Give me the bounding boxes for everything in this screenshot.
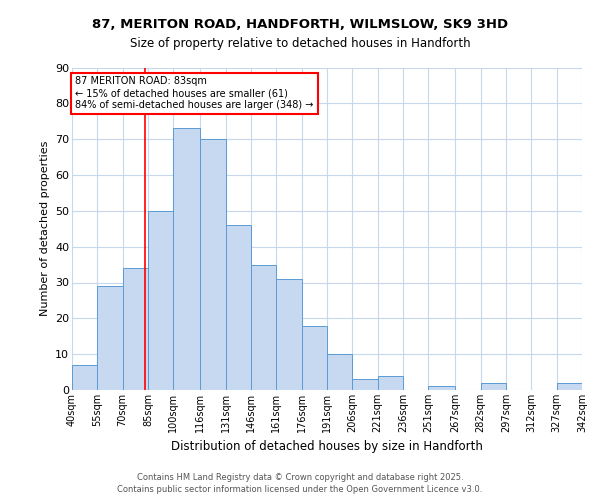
- Text: 87 MERITON ROAD: 83sqm
← 15% of detached houses are smaller (61)
84% of semi-det: 87 MERITON ROAD: 83sqm ← 15% of detached…: [76, 76, 314, 110]
- Bar: [428, 386, 455, 390]
- Bar: [302, 326, 327, 390]
- Y-axis label: Number of detached properties: Number of detached properties: [40, 141, 50, 316]
- Bar: [226, 225, 251, 390]
- Bar: [557, 383, 582, 390]
- Bar: [97, 286, 122, 390]
- Text: Size of property relative to detached houses in Handforth: Size of property relative to detached ho…: [130, 38, 470, 51]
- X-axis label: Distribution of detached houses by size in Handforth: Distribution of detached houses by size …: [171, 440, 483, 454]
- Text: Contains HM Land Registry data © Crown copyright and database right 2025.: Contains HM Land Registry data © Crown c…: [137, 472, 463, 482]
- Bar: [122, 268, 148, 390]
- Bar: [377, 376, 403, 390]
- Bar: [277, 279, 302, 390]
- Text: Contains public sector information licensed under the Open Government Licence v3: Contains public sector information licen…: [118, 485, 482, 494]
- Bar: [352, 380, 377, 390]
- Bar: [173, 128, 200, 390]
- Bar: [481, 383, 506, 390]
- Bar: [72, 365, 97, 390]
- Bar: [327, 354, 352, 390]
- Bar: [200, 139, 226, 390]
- Text: 87, MERITON ROAD, HANDFORTH, WILMSLOW, SK9 3HD: 87, MERITON ROAD, HANDFORTH, WILMSLOW, S…: [92, 18, 508, 30]
- Bar: [251, 264, 277, 390]
- Bar: [148, 211, 173, 390]
